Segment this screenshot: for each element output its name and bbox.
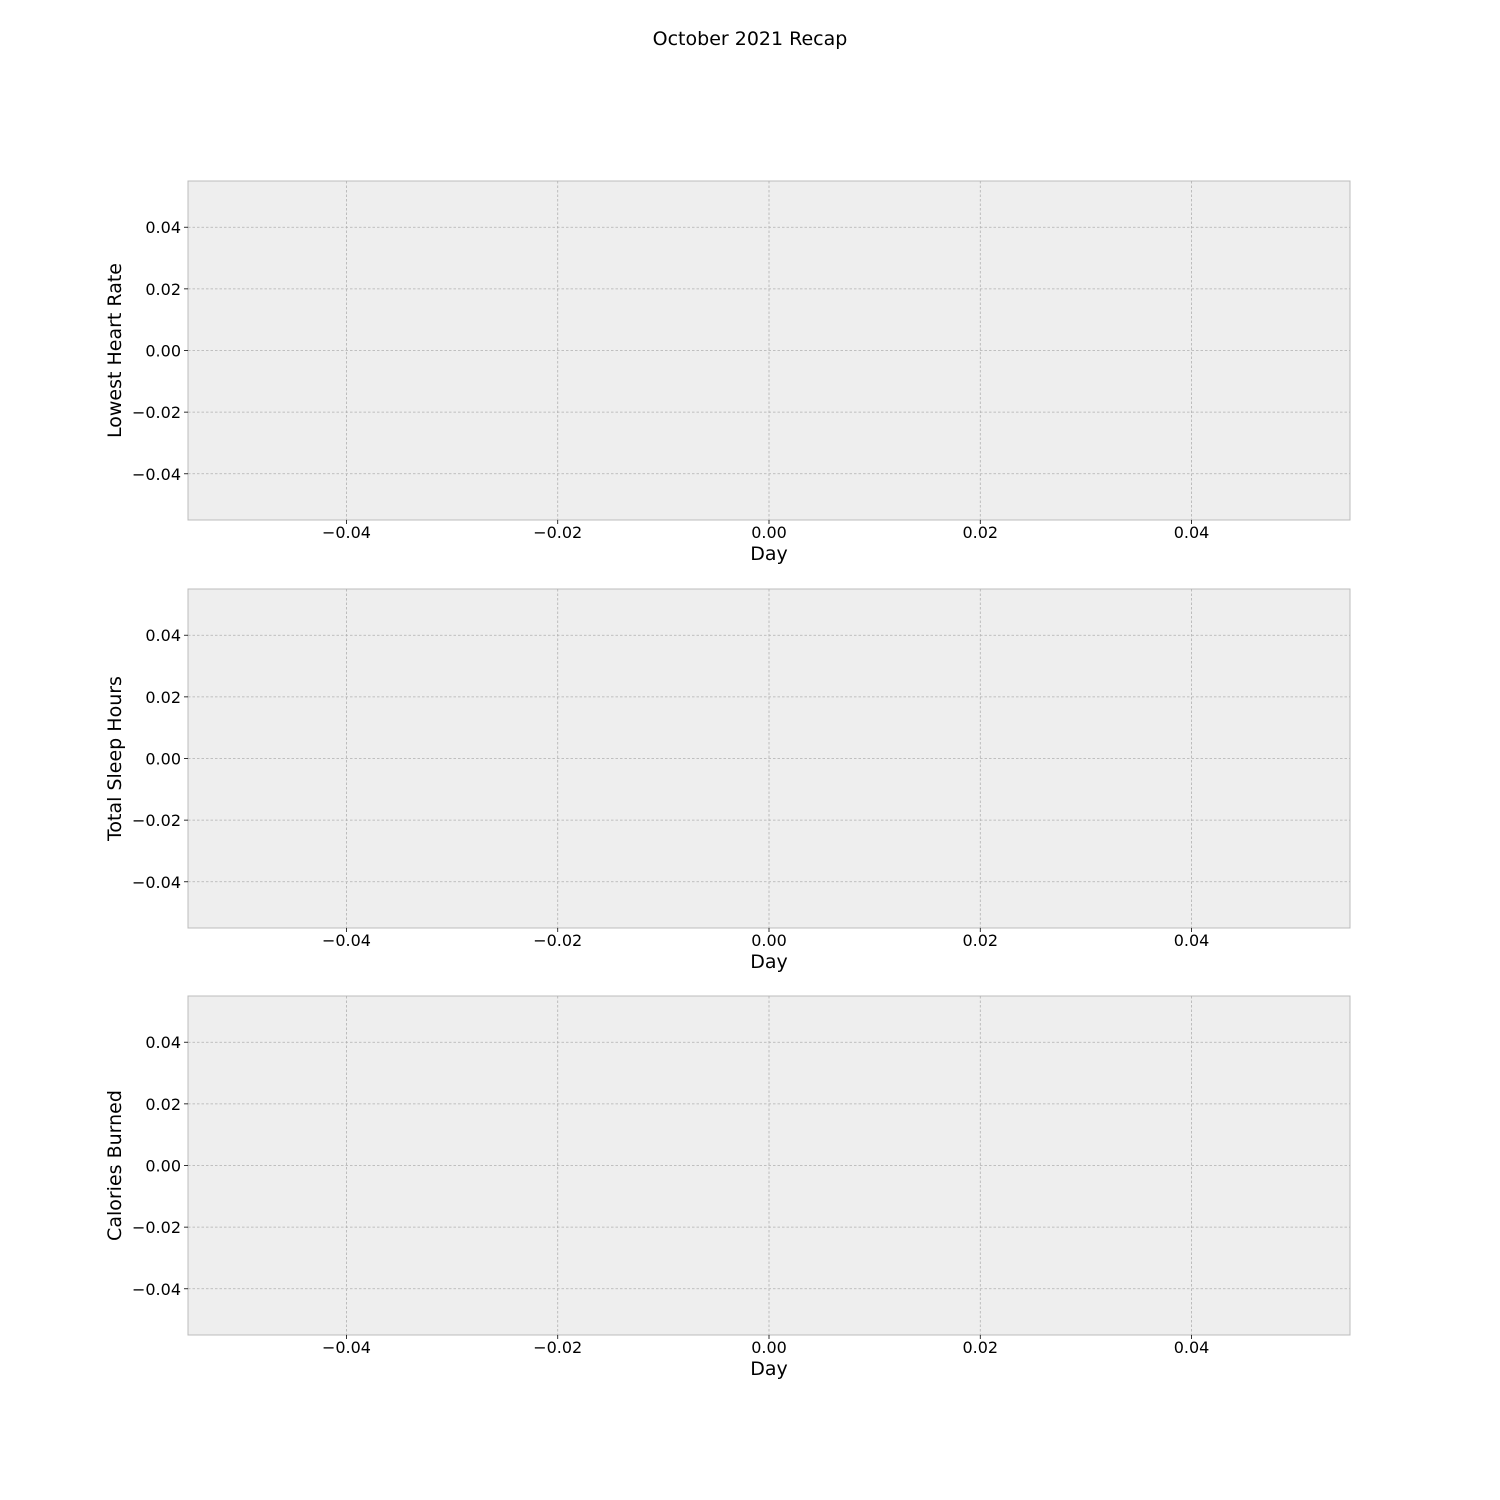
y-tick-label: −0.04	[132, 465, 181, 484]
y-tick-label: 0.02	[145, 688, 181, 707]
y-tick-label: −0.02	[132, 811, 181, 830]
y-tick-label: 0.02	[145, 1095, 181, 1114]
x-axis-label: Day	[750, 1358, 788, 1380]
figure-title: October 2021 Recap	[653, 28, 848, 50]
x-tick-label: −0.02	[533, 1338, 582, 1357]
y-axis-label: Calories Burned	[104, 1090, 126, 1241]
y-axis-label: Total Sleep Hours	[104, 676, 126, 842]
x-tick-label: −0.02	[533, 523, 582, 542]
x-tick-label: 0.04	[1174, 931, 1210, 950]
y-tick-label: 0.00	[145, 750, 181, 769]
y-tick-label: 0.00	[145, 342, 181, 361]
y-tick-label: 0.04	[145, 626, 181, 645]
x-tick-label: 0.02	[962, 931, 998, 950]
x-tick-label: 0.02	[962, 523, 998, 542]
y-tick-label: 0.02	[145, 280, 181, 299]
y-tick-label: −0.04	[132, 1280, 181, 1299]
x-tick-label: 0.04	[1174, 1338, 1210, 1357]
x-tick-label: 0.00	[751, 523, 787, 542]
x-tick-label: −0.04	[322, 1338, 371, 1357]
x-tick-label: 0.04	[1174, 523, 1210, 542]
subplot-3: −0.04 −0.02 0.00 0.02 0.04 −0.04 −0.02 0.00 0.02…	[104, 995, 1351, 1380]
subplot-2: −0.04 −0.02 0.00 0.02 0.04 −0.04 −0.02 0.00 0.02…	[104, 588, 1351, 973]
y-axis-label: Lowest Heart Rate	[104, 263, 126, 438]
x-tick-label: 0.00	[751, 931, 787, 950]
x-tick-label: −0.04	[322, 931, 371, 950]
x-axis-label: Day	[750, 951, 788, 973]
y-tick-label: −0.02	[132, 403, 181, 422]
subplot-1: −0.04 −0.02 0.00 0.02 0.04 −0.04 −0.02 0.00 0.02…	[104, 180, 1351, 565]
x-tick-label: 0.02	[962, 1338, 998, 1357]
y-tick-label: 0.04	[145, 218, 181, 237]
x-tick-label: 0.00	[751, 1338, 787, 1357]
y-tick-label: 0.04	[145, 1033, 181, 1052]
x-tick-label: −0.04	[322, 523, 371, 542]
subplots: −0.04 −0.02 0.00 0.02 0.04 −0.04 −0.02 0.00 0.02…	[104, 180, 1351, 1380]
x-axis-label: Day	[750, 543, 788, 565]
y-tick-label: −0.02	[132, 1218, 181, 1237]
y-tick-label: −0.04	[132, 873, 181, 892]
y-tick-label: 0.00	[145, 1157, 181, 1176]
x-tick-label: −0.02	[533, 931, 582, 950]
